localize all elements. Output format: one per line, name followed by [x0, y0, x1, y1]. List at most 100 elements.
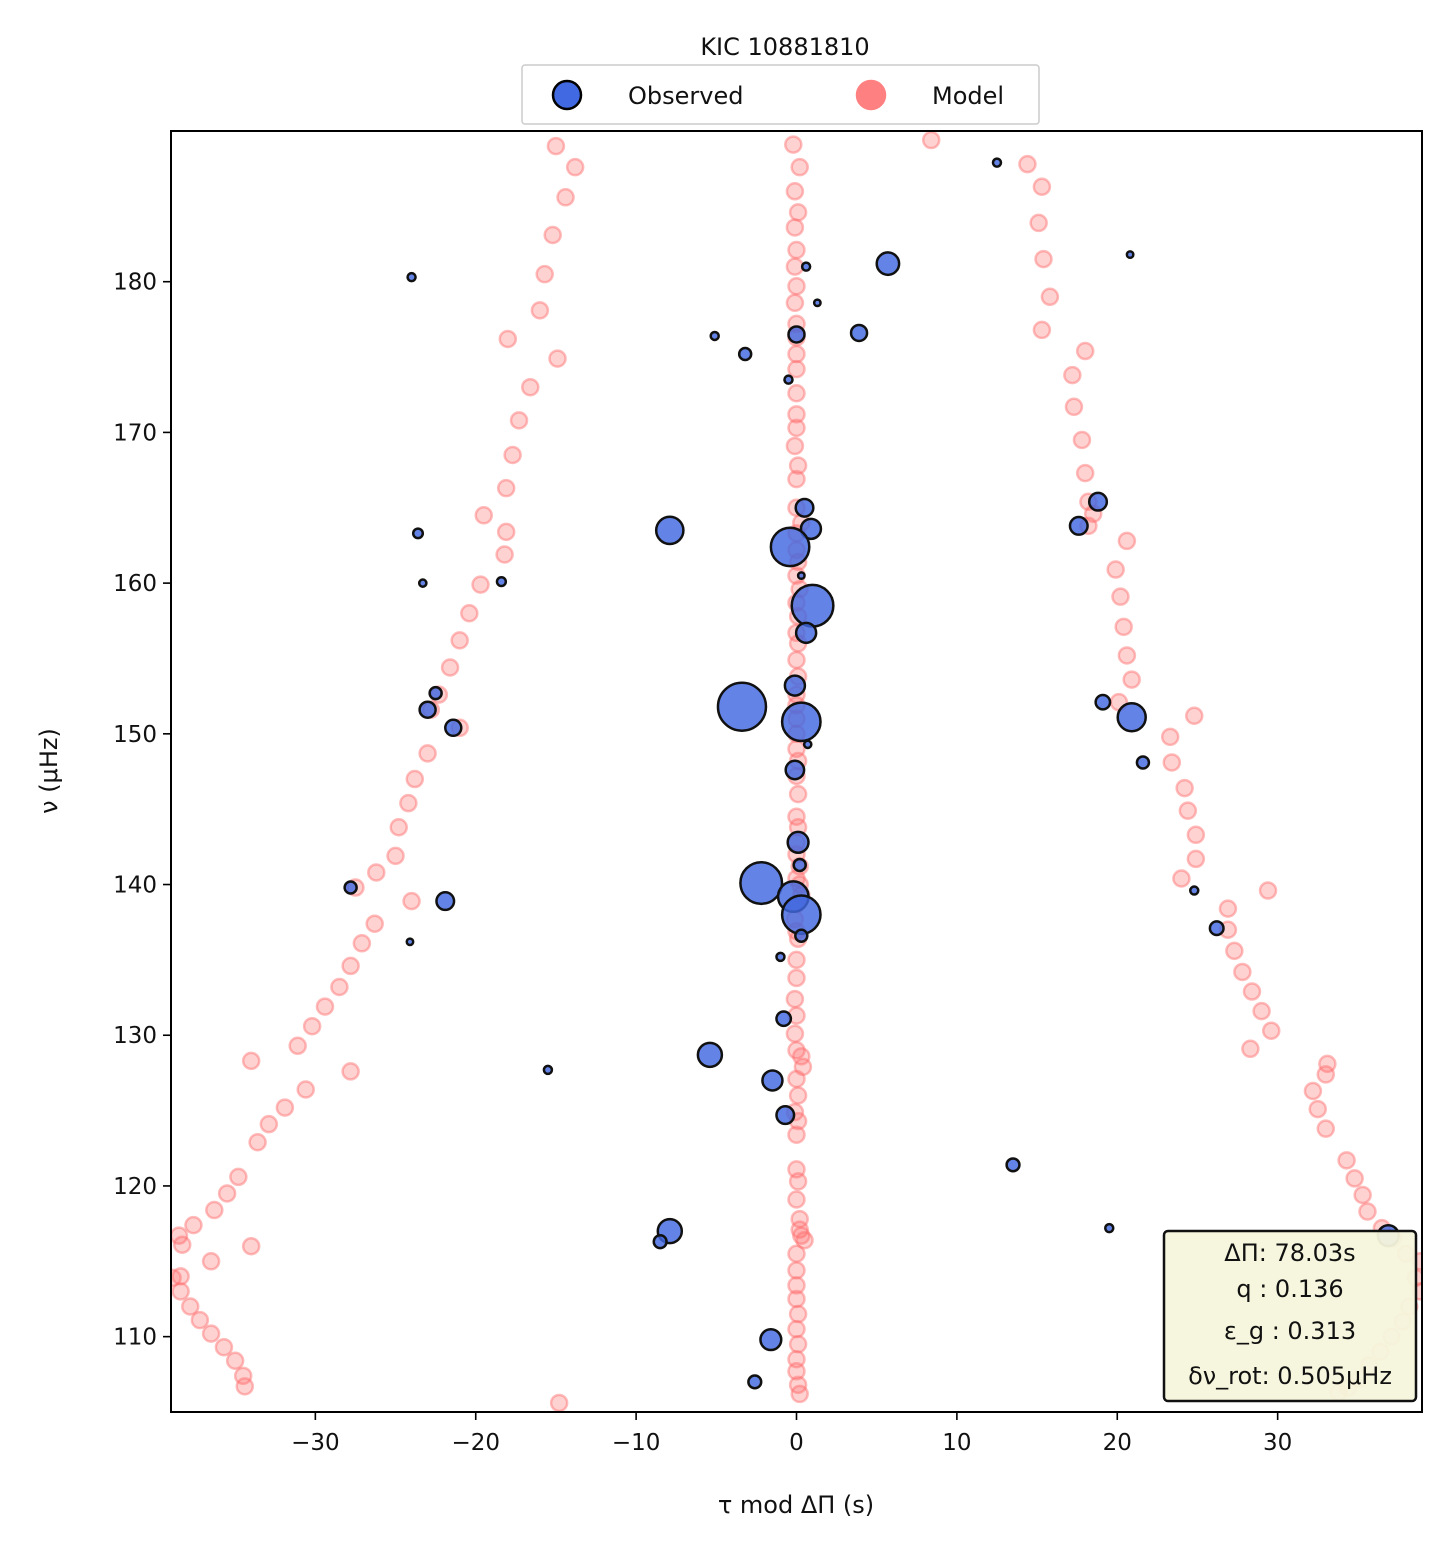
parameter-box: ΔΠ: 78.03s q : 0.136 ε_g : 0.313 δν_rot:… — [1162, 1229, 1418, 1403]
observed-point — [411, 527, 425, 540]
observed-point — [780, 894, 822, 936]
x-tick-label: 30 — [1263, 1430, 1292, 1456]
observed-point — [794, 621, 818, 645]
x-axis-label: τ mod ΔΠ (s) — [718, 1491, 874, 1519]
model-point — [787, 1190, 806, 1209]
observed-point — [747, 1374, 763, 1390]
model-point — [787, 1362, 806, 1381]
model-point — [450, 631, 469, 650]
observed-point — [696, 1041, 724, 1069]
legend-model-label: Model — [932, 82, 1004, 110]
observed-point — [405, 937, 415, 947]
x-tick-label: 10 — [942, 1430, 971, 1456]
observed-point — [1087, 491, 1109, 512]
observed-point — [800, 261, 812, 272]
model-point — [565, 157, 585, 177]
model-point — [787, 240, 806, 260]
model-point — [787, 968, 806, 988]
model-point — [171, 1282, 190, 1301]
model-point — [201, 1252, 221, 1271]
legend-observed-label: Observed — [628, 82, 743, 110]
model-point — [787, 650, 806, 670]
model-point — [241, 1236, 261, 1256]
model-point — [241, 1051, 261, 1071]
model-point — [787, 950, 806, 970]
model-point — [1353, 1185, 1372, 1205]
observed-point — [875, 251, 901, 277]
model-point — [235, 1377, 255, 1396]
model-point — [785, 1024, 805, 1043]
observed-point — [1189, 885, 1200, 896]
model-point — [1186, 825, 1206, 845]
observed-point — [428, 685, 443, 701]
model-point — [1162, 753, 1182, 772]
observed-point — [444, 718, 463, 738]
model-point — [225, 1351, 245, 1371]
model-point — [788, 784, 808, 804]
observed-point — [794, 928, 809, 944]
model-point — [787, 276, 806, 296]
model-point — [1258, 881, 1278, 900]
model-point — [184, 1215, 203, 1235]
model-point — [543, 225, 562, 245]
model-point — [1308, 1099, 1327, 1119]
legend-model-marker — [855, 79, 887, 111]
model-point — [341, 956, 360, 976]
model-point — [1316, 1119, 1336, 1138]
observed-point — [784, 759, 806, 781]
model-point — [787, 344, 806, 364]
model-point — [785, 218, 805, 237]
legend-observed-marker — [551, 79, 583, 111]
observed-point — [435, 891, 456, 912]
model-point — [259, 1114, 279, 1134]
y-tick-label: 140 — [113, 873, 157, 899]
observed-point — [1068, 515, 1089, 536]
x-tick-label: 0 — [789, 1430, 804, 1456]
y-axis-label: ν (μHz) — [35, 728, 63, 814]
observed-point — [716, 681, 768, 732]
model-point — [1111, 587, 1130, 606]
param-epsilon-g: ε_g : 0.313 — [1224, 1317, 1356, 1345]
y-tick-label: 170 — [113, 420, 157, 446]
model-point — [787, 807, 806, 826]
model-point — [402, 891, 421, 911]
model-point — [1218, 899, 1238, 918]
model-point — [180, 1297, 200, 1316]
model-point — [367, 863, 386, 882]
model-point — [201, 1324, 221, 1343]
model-point — [788, 456, 808, 475]
observed-point — [1116, 701, 1147, 733]
model-point — [1241, 1039, 1260, 1059]
model-point — [1063, 365, 1082, 385]
observed-point — [786, 830, 810, 854]
observed-point — [1094, 693, 1112, 711]
model-point — [1160, 727, 1180, 747]
model-point — [530, 301, 550, 320]
model-point — [1106, 560, 1125, 579]
observed-point — [775, 951, 786, 963]
model-point — [1225, 941, 1244, 961]
observed-point — [495, 575, 508, 588]
model-point — [535, 264, 554, 284]
observed-point — [799, 517, 823, 541]
observed-point — [792, 857, 807, 873]
model-point — [296, 1080, 315, 1099]
model-point — [788, 1375, 808, 1395]
model-point — [248, 1132, 267, 1152]
observed-point — [796, 571, 806, 581]
model-point — [1242, 982, 1262, 1001]
observed-point — [739, 860, 784, 906]
model-point — [302, 1016, 322, 1036]
param-delta-nu-rot: δν_rot: 0.505μHz — [1188, 1362, 1392, 1390]
param-q: q : 0.136 — [1236, 1275, 1343, 1303]
model-point — [1172, 869, 1191, 888]
model-point — [785, 257, 805, 276]
observed-point — [761, 1069, 784, 1092]
observed-point — [737, 346, 753, 362]
model-point — [341, 1062, 360, 1081]
y-tick-label: 180 — [113, 270, 157, 296]
observed-point — [783, 674, 807, 697]
model-point — [190, 1310, 210, 1330]
model-point — [1175, 778, 1194, 798]
